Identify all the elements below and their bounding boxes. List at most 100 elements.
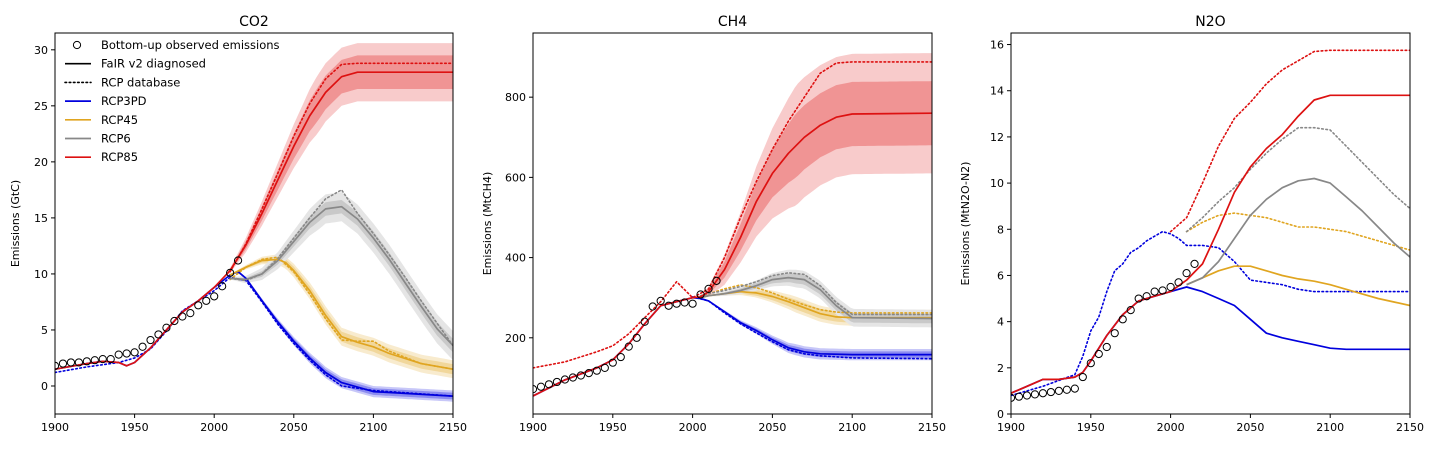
plot-area [533, 53, 932, 397]
observed-point [584, 368, 593, 378]
observed-point [218, 282, 227, 291]
legend-item: RCP6 [65, 132, 131, 146]
chart-title: N2O [1195, 14, 1225, 30]
x-tick-label: 2000 [1157, 421, 1185, 434]
y-tick-label: 600 [505, 171, 526, 184]
y-tick-label: 25 [34, 100, 48, 113]
legend-item: FaIR v2 diagnosed [65, 57, 206, 71]
axes-frame [532, 32, 933, 415]
rcp-line-rcp6 [699, 271, 932, 316]
band-outer-rcp45 [230, 254, 453, 379]
rcp-line-rcp6 [229, 188, 453, 347]
observed-point [1150, 287, 1159, 296]
observed-point [624, 342, 633, 351]
panel-n2o: 1900 1950 2000 2050 2100 2150 0 2 4 6 8 10 12 14 16 N2O… [959, 14, 1424, 434]
diagnosed-line-rcp85 [55, 71, 453, 371]
observed-point [592, 366, 601, 375]
observed-point [233, 256, 243, 265]
observed-point [186, 309, 195, 318]
rcp-line-rcp85 [1169, 49, 1410, 233]
observed-point [114, 350, 123, 359]
observed-point [1030, 390, 1040, 399]
x-tick-label: 1900 [41, 421, 69, 434]
x-tick-label: 2150 [1396, 421, 1424, 434]
diagnosed-line-rcp45 [1186, 265, 1410, 307]
x-tick-label: 1900 [519, 421, 547, 434]
observed-point [664, 301, 673, 310]
rcp-line-rcp45 [699, 284, 932, 314]
band-inner-rcp85 [533, 81, 932, 396]
observed-point [1054, 386, 1063, 396]
rcp-line-rcp3pd [55, 276, 453, 397]
observed-point [1190, 259, 1199, 269]
observed-point [210, 292, 219, 301]
observed-point [122, 349, 131, 358]
y-tick-label: 200 [505, 332, 526, 345]
y-tick-label: 400 [505, 252, 526, 265]
rcp-line-rcp45 [229, 256, 453, 370]
rcp-line-rcp85 [533, 61, 932, 369]
observed-point [1102, 342, 1111, 352]
y-tick-label: 14 [990, 85, 1004, 98]
y-tick-label: 12 [990, 131, 1004, 144]
observed-point [1142, 292, 1151, 301]
observed-point [162, 323, 171, 332]
legend-label: RCP3PD [101, 94, 147, 108]
observed-point [1158, 286, 1167, 295]
observed-point [1046, 387, 1056, 397]
band-inner-rcp45 [230, 256, 453, 375]
observed-point [1062, 385, 1071, 394]
observed-point [688, 299, 697, 308]
legend-item: Bottom-up observed emissions [72, 38, 280, 52]
observed-point [82, 357, 91, 366]
observed-point [600, 363, 609, 372]
observed-point [568, 373, 578, 382]
observed-point [648, 302, 657, 311]
y-tick-label: 0 [997, 408, 1004, 421]
legend: Bottom-up observed emissions FaIR v2 diag… [64, 38, 280, 164]
observed-point [1166, 282, 1175, 292]
observed-point [1126, 305, 1135, 315]
x-tick-label: 1950 [121, 421, 149, 434]
band-inner-rcp6 [700, 273, 932, 324]
observed-point [1182, 269, 1191, 278]
observed-point [576, 371, 585, 380]
observed-point [632, 333, 641, 342]
legend-label: FaIR v2 diagnosed [101, 57, 206, 71]
legend-label: RCP6 [101, 132, 131, 146]
y-axis-label: Emissions (GtC) [9, 180, 22, 267]
observed-point [544, 380, 554, 389]
observed-point [106, 354, 115, 364]
observed-point [672, 299, 681, 308]
observed-point [1110, 329, 1119, 338]
y-tick-label: 5 [41, 324, 48, 337]
axes-frame [1010, 32, 1411, 415]
x-tick-label: 2050 [758, 421, 786, 434]
x-tick-label: 2050 [1236, 421, 1264, 434]
observed-point [608, 358, 617, 367]
y-tick-label: 2 [997, 362, 1004, 375]
observed-point [704, 284, 713, 293]
diagnosed-line-rcp6 [700, 276, 932, 320]
diagnosed-line-rcp3pd [55, 270, 453, 397]
band-outer-rcp85 [55, 43, 453, 370]
band-outer-rcp6 [230, 192, 453, 361]
axes-frame [54, 32, 454, 415]
band-inner-rcp85 [55, 55, 453, 370]
observed-point [194, 301, 203, 310]
observed-point [680, 298, 689, 307]
observed-point [1086, 359, 1095, 368]
observed-point [170, 316, 179, 326]
observed-point [1022, 391, 1032, 400]
observed-point [696, 290, 705, 299]
y-tick-label: 800 [505, 91, 526, 104]
legend-label: RCP85 [101, 150, 138, 164]
observed-point [98, 354, 107, 364]
observed-point [74, 358, 83, 367]
x-tick-label: 2150 [439, 421, 467, 434]
rcp-line-rcp45 [1185, 212, 1410, 251]
y-tick-label: 20 [34, 156, 48, 169]
legend-item: RCP3PD [65, 94, 147, 108]
legend-item: RCP database [64, 75, 180, 89]
